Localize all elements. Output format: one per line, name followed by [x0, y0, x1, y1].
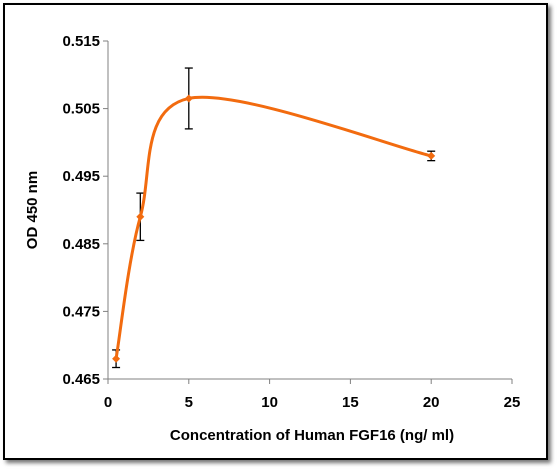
y-tick-label: 0.515	[62, 33, 100, 50]
y-tick-label: 0.485	[62, 236, 100, 253]
ticks: 0.465 0.475 0.485 0.495 0.505 0.515 0 5 10 15 20 25	[62, 33, 520, 411]
data-point	[112, 354, 121, 363]
axes	[107, 41, 512, 380]
data-point	[184, 94, 193, 103]
x-tick-label: 25	[504, 394, 521, 411]
data-points	[112, 94, 436, 363]
x-tick-label: 20	[423, 394, 440, 411]
data-point	[427, 151, 436, 160]
series-line	[114, 95, 432, 359]
x-tick-label: 10	[261, 394, 278, 411]
x-tick-label: 0	[104, 394, 112, 411]
y-tick-label: 0.465	[62, 371, 100, 388]
x-tick-label: 15	[342, 394, 359, 411]
y-tick-label: 0.495	[62, 168, 100, 185]
error-bars	[112, 67, 436, 369]
series-lines	[114, 95, 432, 359]
data-point	[136, 212, 145, 221]
y-axis-label: OD 450 nm	[24, 171, 41, 249]
x-tick-label: 5	[185, 394, 193, 411]
y-tick-label: 0.475	[62, 303, 100, 320]
y-tick-label: 0.505	[62, 101, 100, 118]
x-axis-label: Concentration of Human FGF16 (ng/ ml)	[170, 427, 454, 444]
chart-frame	[3, 3, 548, 460]
